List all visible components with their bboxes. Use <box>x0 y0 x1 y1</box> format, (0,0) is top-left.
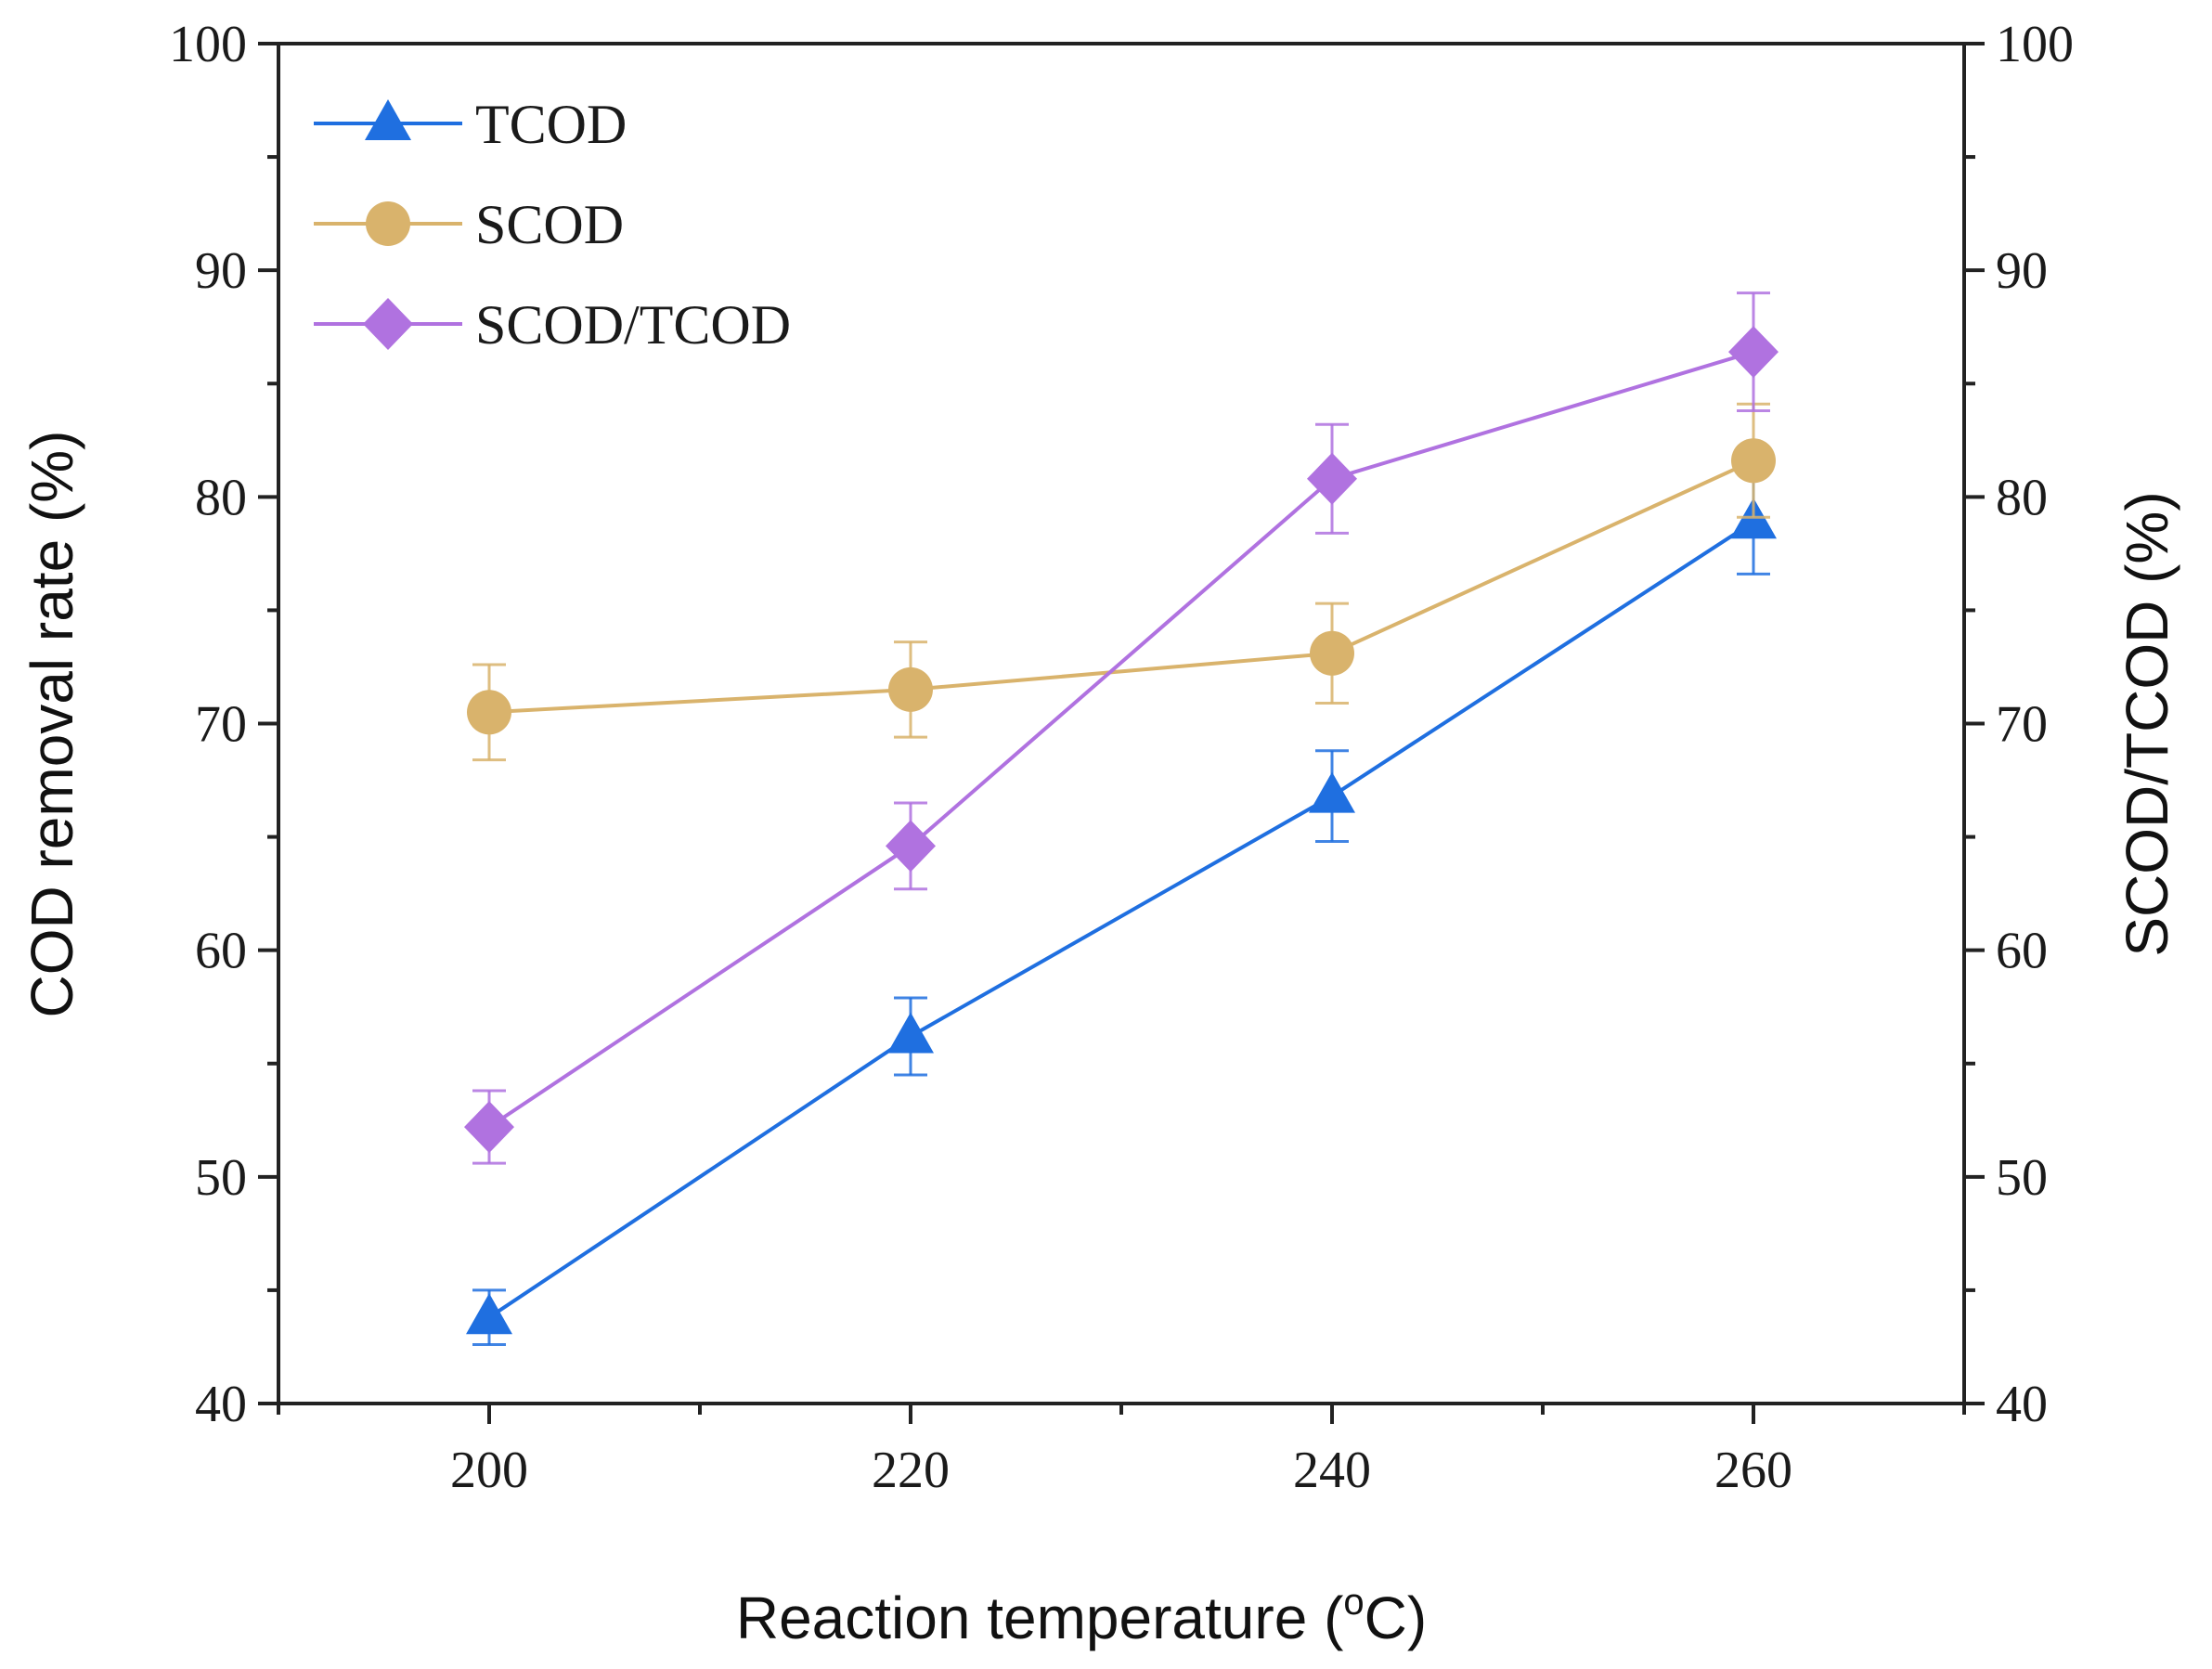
data-point <box>1731 438 1776 484</box>
x-tick-label: 260 <box>1714 1442 1792 1499</box>
series-layer <box>464 291 1779 1347</box>
legend-label: SCOD <box>475 194 624 255</box>
series-line <box>487 520 1755 1319</box>
data-point <box>886 820 936 873</box>
x-axis-title-sup: o <box>1343 1582 1364 1623</box>
legend-label: TCOD <box>475 94 627 155</box>
data-point <box>1309 771 1355 813</box>
x-tick-label: 220 <box>872 1442 950 1499</box>
y2-tick-label: 70 <box>1996 696 2048 754</box>
legend-marker <box>366 201 410 246</box>
y-axis-title: COD removal rate (%) <box>19 431 85 1018</box>
x-tick-label: 200 <box>450 1442 528 1499</box>
data-point <box>467 690 511 735</box>
y2-tick-label: 80 <box>1996 469 2048 526</box>
legend-item: SCOD <box>314 194 624 255</box>
y2-tick-label: 100 <box>1996 16 2074 73</box>
y-tick-label: 40 <box>195 1376 247 1433</box>
series-scod <box>467 402 1776 762</box>
y-tick-label: 90 <box>195 242 247 300</box>
y-tick-label: 50 <box>195 1149 247 1207</box>
y2-tick-label: 90 <box>1996 242 2048 300</box>
x-axis-title-main: Reaction temperature ( <box>736 1585 1344 1651</box>
y2-tick-label: 50 <box>1996 1149 2048 1207</box>
data-point <box>466 1293 512 1335</box>
legend-marker <box>363 298 413 350</box>
legend-item: TCOD <box>314 94 627 155</box>
data-point <box>1728 326 1779 379</box>
legend-marker <box>365 99 411 140</box>
legend-label: SCOD/TCOD <box>475 294 791 356</box>
x-axis-title: Reaction temperature (oC) <box>736 1582 1427 1651</box>
series-scod-tcod <box>464 291 1779 1165</box>
y-tick-label: 100 <box>169 16 247 73</box>
axes: 40 40 50 50 60 60 70 70 80 80 90 90 100 100 200 220 240 2… <box>169 16 2074 1499</box>
y-tick-label: 60 <box>195 923 247 980</box>
y2-tick-label: 40 <box>1996 1376 2048 1433</box>
y2-tick-label: 60 <box>1996 923 2048 980</box>
data-point <box>1310 630 1354 676</box>
y2-axis-title: SCOD/TCOD (%) <box>2114 491 2180 956</box>
y-tick-label: 70 <box>195 696 247 754</box>
series-line <box>487 350 1754 1129</box>
series-line <box>488 459 1754 715</box>
legend-item: SCOD/TCOD <box>314 294 791 356</box>
x-tick-label: 240 <box>1293 1442 1371 1499</box>
data-point <box>1307 452 1357 505</box>
data-point <box>887 1012 934 1054</box>
series-tcod <box>466 468 1777 1347</box>
legend: TCOD SCOD SCOD/TCOD <box>314 94 791 356</box>
y-tick-label: 80 <box>195 469 247 526</box>
x-axis-title-unit: C) <box>1365 1585 1428 1651</box>
data-point <box>464 1101 514 1154</box>
data-point <box>888 666 933 712</box>
